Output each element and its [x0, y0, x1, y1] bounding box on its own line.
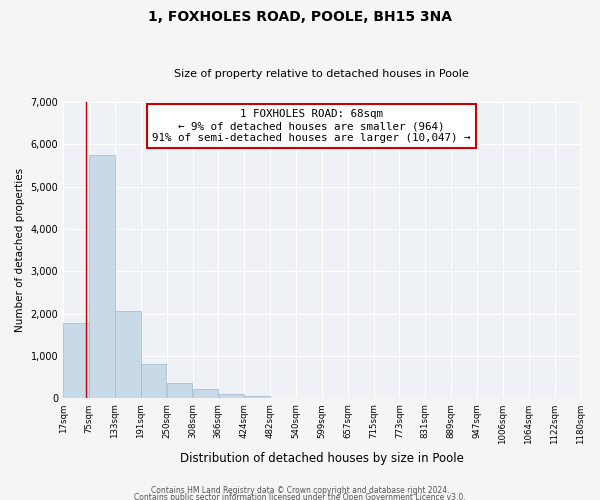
Text: 1 FOXHOLES ROAD: 68sqm
← 9% of detached houses are smaller (964)
91% of semi-det: 1 FOXHOLES ROAD: 68sqm ← 9% of detached …	[152, 110, 471, 142]
Bar	[193, 388, 218, 398]
Bar	[141, 364, 166, 398]
Bar	[167, 383, 192, 398]
Bar	[64, 323, 89, 398]
Bar	[115, 311, 140, 398]
Bar	[244, 396, 270, 398]
Title: Size of property relative to detached houses in Poole: Size of property relative to detached ho…	[175, 69, 469, 79]
Y-axis label: Number of detached properties: Number of detached properties	[15, 168, 25, 332]
Bar	[218, 394, 244, 398]
Text: Contains public sector information licensed under the Open Government Licence v3: Contains public sector information licen…	[134, 494, 466, 500]
Text: 1, FOXHOLES ROAD, POOLE, BH15 3NA: 1, FOXHOLES ROAD, POOLE, BH15 3NA	[148, 10, 452, 24]
Bar	[89, 155, 115, 398]
X-axis label: Distribution of detached houses by size in Poole: Distribution of detached houses by size …	[180, 452, 464, 465]
Text: Contains HM Land Registry data © Crown copyright and database right 2024.: Contains HM Land Registry data © Crown c…	[151, 486, 449, 495]
